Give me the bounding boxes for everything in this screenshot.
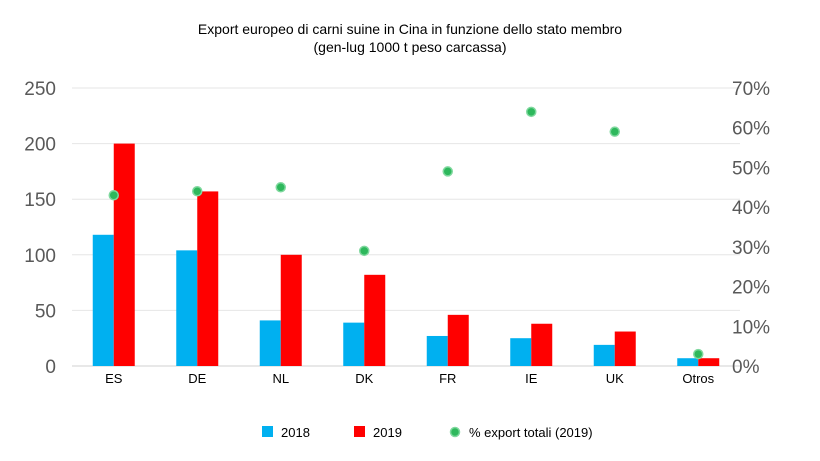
x-tick-label: DE [188,371,206,386]
x-tick-label: ES [105,371,123,386]
y2-tick-label: 30% [732,238,770,259]
legend-label: 2018 [281,425,310,440]
y-tick-label: 150 [24,190,56,211]
bar-2019-UK [614,331,636,366]
bar-2019-DK [364,274,386,366]
bar-2019-DE [197,191,219,366]
y2-tick-label: 0% [732,357,760,378]
bar-2018-DE [176,250,198,366]
chart-subtitle: (gen-lug 1000 t peso carcassa) [314,39,507,55]
y-tick-label: 250 [24,79,56,100]
x-tick-label: DK [355,371,373,386]
legend-swatch-1 [354,426,365,437]
bar-2018-IE [510,338,532,366]
bar-2018-ES [92,234,114,366]
legend-swatch-0 [262,426,273,437]
x-tick-label: UK [606,371,624,386]
y2-tick-label: 50% [732,158,770,179]
bar-2019-Otros [698,358,720,366]
x-tick-label: FR [439,371,456,386]
y2-tick-label: 20% [732,278,770,299]
y-tick-label: 200 [24,135,56,156]
legend-label: % export totali (2019) [469,425,593,440]
y-tick-label: 50 [35,301,56,322]
dot-Otros [693,348,704,360]
y-tick-label: 0 [45,357,56,378]
y-tick-label: 100 [24,246,56,267]
bar-2019-ES [113,143,135,366]
bar-2018-UK [593,344,615,366]
x-tick-label: IE [525,371,538,386]
dot-DE [192,186,203,197]
legend-swatch-2 [449,426,461,438]
bar-2018-Otros [677,358,699,366]
dot-UK [609,126,620,137]
y2-tick-label: 70% [732,79,770,100]
bar-2019-FR [447,314,469,366]
legend-label: 2019 [373,425,402,440]
bar-2018-DK [343,322,365,366]
dot-IE [526,106,537,118]
dot-FR [442,166,453,177]
chart-title: Export europeo di carni suine in Cina in… [198,21,622,37]
bar-2019-NL [280,254,302,366]
dot-NL [275,182,286,193]
dot-DK [359,245,370,257]
bar-2019-IE [531,323,553,366]
bar-2018-NL [259,320,281,366]
bar-2018-FR [426,335,448,366]
dot-ES [108,189,119,201]
y2-tick-label: 10% [732,317,770,338]
y2-tick-label: 60% [732,119,770,140]
x-tick-label: NL [272,371,289,386]
x-tick-label: Otros [682,371,714,386]
y2-tick-label: 40% [732,198,770,219]
